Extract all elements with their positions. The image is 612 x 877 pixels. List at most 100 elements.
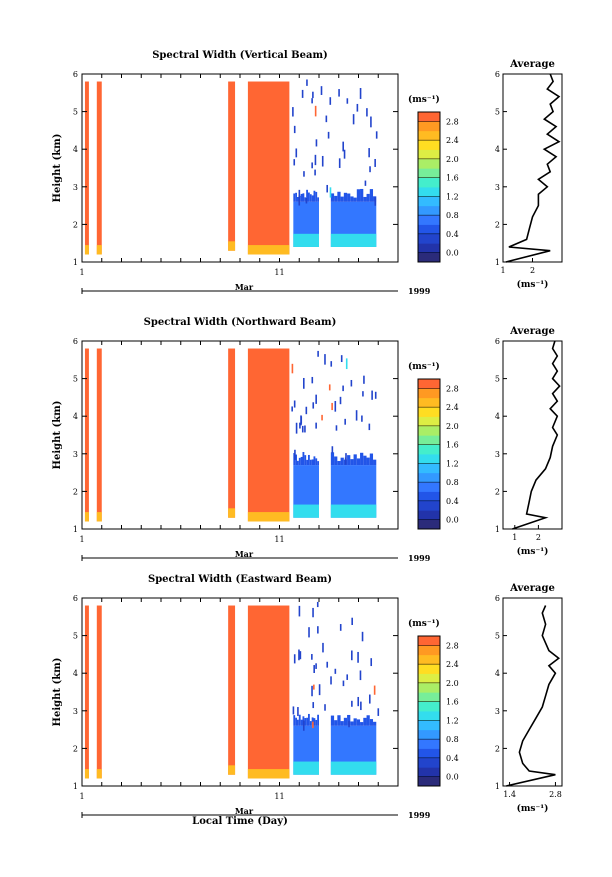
data-block-edge	[296, 196, 299, 202]
data-speckle	[374, 197, 377, 206]
data-speckle	[375, 131, 378, 139]
data-block-lowband	[247, 512, 290, 522]
y-tick-label: 2	[73, 220, 78, 229]
data-block-edge	[300, 456, 303, 466]
data-speckle	[374, 158, 376, 167]
data-block-edge	[309, 194, 312, 202]
data-speckle	[371, 390, 373, 400]
data-speckle	[325, 115, 328, 123]
data-speckle	[327, 131, 330, 139]
y-tick-label: 6	[73, 70, 78, 79]
colorbar-swatch	[418, 196, 440, 207]
colorbar-tick-label: 1.6	[446, 441, 459, 450]
data-block-lowband	[96, 769, 102, 779]
colorbar-swatch	[418, 158, 440, 169]
colorbar-swatch	[418, 379, 440, 389]
data-block-edge	[306, 459, 308, 466]
data-speckle	[356, 103, 359, 112]
data-block-edge	[347, 455, 351, 466]
average-y-tick-label: 1	[495, 782, 500, 791]
data-speckle	[331, 446, 334, 454]
data-block-edge	[373, 459, 377, 466]
data-speckle	[345, 453, 347, 460]
data-speckle	[351, 700, 353, 707]
panel-title: Spectral Width (Eastward Beam)	[148, 574, 332, 585]
data-block-lowband	[228, 508, 236, 518]
data-speckle	[303, 171, 305, 177]
x-tick-label: 1	[79, 268, 84, 277]
data-block-lowband	[84, 512, 89, 522]
y-tick-label: 6	[73, 594, 78, 603]
colorbar-swatch	[418, 682, 440, 693]
data-speckle	[301, 89, 304, 98]
data-block-lowband	[293, 233, 319, 247]
data-block-edge	[304, 455, 307, 466]
data-block-edge	[330, 193, 335, 202]
y-tick-label: 4	[73, 412, 78, 421]
colorbar-swatch	[418, 748, 440, 759]
colorbar-swatch	[418, 645, 440, 656]
colorbar-tick-label: 1.2	[446, 716, 459, 725]
average-y-tick-label: 4	[495, 669, 500, 678]
data-block-lowband	[96, 245, 102, 255]
colorbar-tick-label: 0.4	[446, 754, 459, 763]
colorbar-swatch	[418, 397, 440, 408]
colorbar-swatch	[418, 224, 440, 235]
data-speckle	[313, 684, 315, 690]
data-speckle	[369, 166, 371, 173]
average-profile-line	[506, 605, 561, 787]
colorbar-tick-label: 2.8	[446, 117, 459, 126]
average-title: Average	[509, 326, 555, 337]
data-block-edge	[334, 720, 338, 726]
colorbar-tick-label: 2.4	[446, 660, 459, 669]
data-speckle	[315, 394, 317, 404]
data-block-lowband	[84, 245, 89, 255]
data-speckle	[312, 402, 315, 409]
data-speckle	[334, 401, 337, 412]
data-block-edge	[337, 460, 341, 466]
y-tick-label: 3	[73, 450, 78, 459]
y-tick-label: 6	[73, 337, 78, 346]
year-label: 1999	[408, 553, 431, 563]
data-speckle	[311, 98, 313, 104]
data-speckle	[300, 415, 302, 426]
average-y-tick-label: 4	[495, 145, 500, 154]
data-block-edge	[302, 193, 305, 202]
data-block-edge	[295, 717, 297, 726]
y-tick-label: 2	[73, 487, 78, 496]
data-speckle	[355, 410, 358, 421]
data-block-lowband	[228, 241, 236, 251]
colorbar-swatch	[418, 510, 440, 521]
data-block-edge	[313, 718, 316, 726]
average-y-tick-label: 5	[495, 375, 500, 384]
colorbar-swatch	[418, 149, 440, 160]
data-speckle	[312, 702, 315, 709]
average-x-tick-label: 1.4	[503, 790, 516, 799]
data-speckle	[292, 107, 294, 117]
data-speckle	[311, 376, 314, 384]
colorbar-swatch	[418, 636, 440, 646]
data-block-edge	[296, 460, 299, 466]
data-speckle	[299, 651, 302, 660]
data-speckle	[359, 670, 362, 681]
colorbar-tick-label: 1.2	[446, 192, 459, 201]
y-tick-label: 3	[73, 707, 78, 716]
average-y-tick-label: 6	[495, 70, 500, 79]
data-speckle	[348, 721, 350, 728]
average-y-tick-label: 4	[495, 412, 500, 421]
data-speckle	[339, 624, 342, 631]
data-block-edge	[363, 455, 367, 466]
data-block-edge	[304, 197, 307, 202]
x-tick-label: 11	[274, 792, 284, 801]
data-block-edge	[311, 459, 314, 466]
data-block-edge	[298, 714, 301, 726]
data-block-edge	[350, 721, 354, 726]
data-speckle	[295, 148, 298, 158]
colorbar-tick-label: 0.0	[446, 516, 459, 525]
data-block-edge	[300, 719, 303, 726]
data-speckle	[373, 685, 376, 695]
data-speckle	[346, 98, 349, 104]
data-speckle	[342, 141, 345, 152]
data-speckle	[329, 97, 332, 105]
